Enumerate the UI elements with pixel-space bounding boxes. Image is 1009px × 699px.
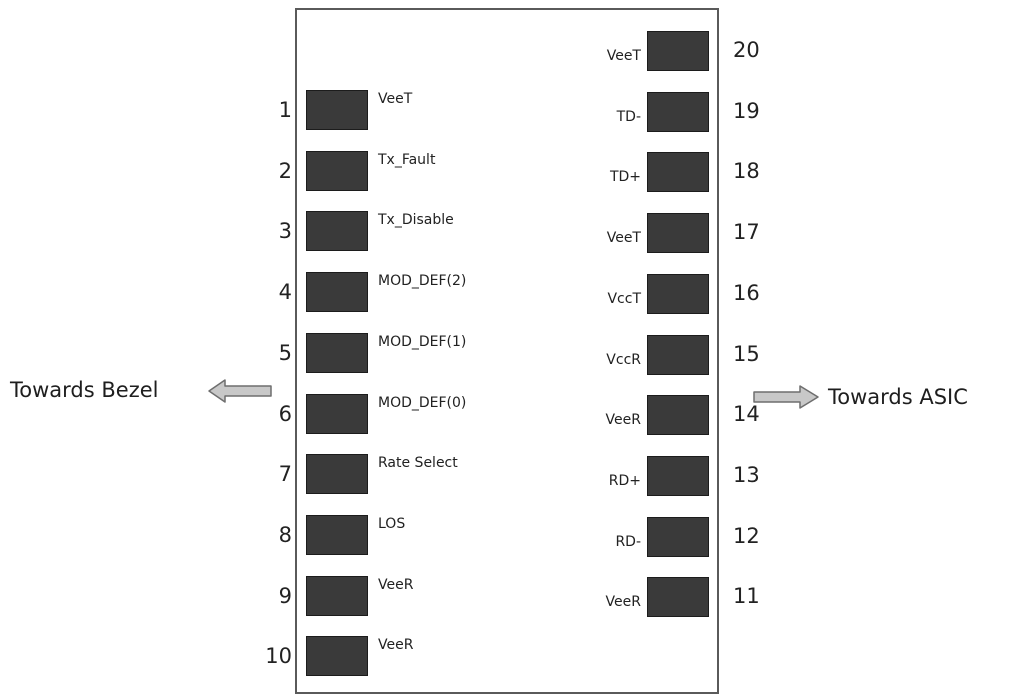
- left-pin-pad: [306, 333, 368, 373]
- left-pin-pad: [306, 515, 368, 555]
- right-pin-number: 15: [733, 342, 760, 366]
- right-pin-number: 19: [733, 99, 760, 123]
- right-pin-pad: [647, 92, 709, 132]
- left-pin-number: 1: [278, 98, 292, 122]
- left-pin-label: LOS: [378, 516, 406, 532]
- left-pin-label: Tx_Disable: [378, 212, 454, 228]
- right-pin-label: VccT: [607, 291, 641, 307]
- right-pin-pad: [647, 335, 709, 375]
- right-pin-label: VeeT: [606, 48, 641, 64]
- left-pin-number: 3: [278, 219, 292, 243]
- right-pin-pad: [647, 456, 709, 496]
- left-pin-pad: [306, 151, 368, 191]
- right-pin-pad: [647, 517, 709, 557]
- left-pin-pad: [306, 90, 368, 130]
- right-pin-pad: [647, 395, 709, 435]
- left-pin-number: 4: [278, 280, 292, 304]
- left-pin-pad: [306, 211, 368, 251]
- right-pin-label: RD+: [608, 473, 641, 489]
- left-pin-label: Tx_Fault: [378, 152, 436, 168]
- left-pin-pad: [306, 454, 368, 494]
- left-pin-number: 8: [278, 523, 292, 547]
- left-pin-number: 10: [265, 644, 292, 668]
- left-pin-label: VeeT: [378, 91, 413, 107]
- left-pin-pad: [306, 636, 368, 676]
- right-pin-pad: [647, 274, 709, 314]
- left-pin-number: 7: [278, 462, 292, 486]
- right-pin-pad: [647, 152, 709, 192]
- right-pin-label: VccR: [606, 352, 641, 368]
- right-pin-label: TD-: [616, 109, 641, 125]
- left-pin-label: MOD_DEF(2): [378, 273, 467, 289]
- towards-bezel-label: Towards Bezel: [10, 378, 159, 402]
- right-pin-number: 11: [733, 584, 760, 608]
- left-pin-label: MOD_DEF(0): [378, 395, 467, 411]
- right-pin-number: 13: [733, 463, 760, 487]
- right-pin-number: 14: [733, 402, 760, 426]
- left-pin-number: 6: [278, 402, 292, 426]
- right-pin-label: TD+: [609, 169, 641, 185]
- left-arrow-icon: [208, 379, 272, 403]
- right-pin-pad: [647, 577, 709, 617]
- right-pin-label: VeeR: [605, 412, 641, 428]
- right-pin-number: 20: [733, 38, 760, 62]
- left-pin-number: 9: [278, 584, 292, 608]
- towards-asic-label: Towards ASIC: [828, 385, 968, 409]
- left-pin-number: 5: [278, 341, 292, 365]
- right-pin-label: VeeR: [605, 594, 641, 610]
- right-pin-label: RD-: [615, 534, 641, 550]
- left-pin-pad: [306, 272, 368, 312]
- right-pin-number: 16: [733, 281, 760, 305]
- right-arrow-icon: [753, 385, 819, 409]
- left-pin-number: 2: [278, 159, 292, 183]
- right-pin-label: VeeT: [606, 230, 641, 246]
- right-pin-number: 17: [733, 220, 760, 244]
- left-pin-pad: [306, 394, 368, 434]
- left-pin-label: Rate Select: [378, 455, 458, 471]
- left-pin-pad: [306, 576, 368, 616]
- right-pin-pad: [647, 31, 709, 71]
- right-pin-number: 18: [733, 159, 760, 183]
- left-pin-label: VeeR: [378, 577, 414, 593]
- left-pin-label: VeeR: [378, 637, 414, 653]
- right-pin-number: 12: [733, 524, 760, 548]
- right-pin-pad: [647, 213, 709, 253]
- left-pin-label: MOD_DEF(1): [378, 334, 467, 350]
